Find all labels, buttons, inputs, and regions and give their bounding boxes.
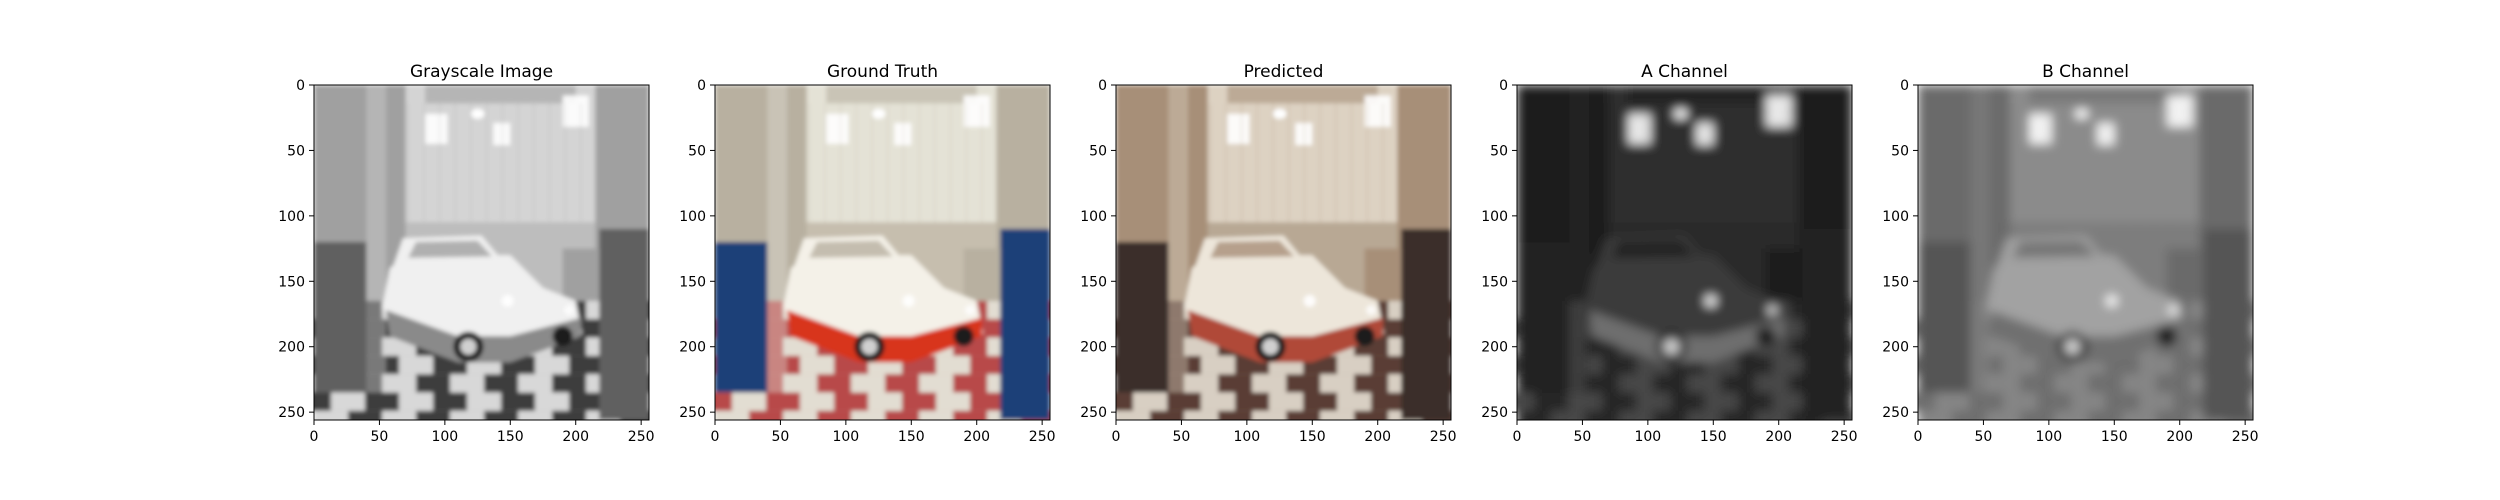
panel-image: [1517, 85, 1852, 420]
y-tick-label: 150: [278, 274, 305, 290]
x-tick-label: 100: [832, 429, 859, 445]
y-tick-label: 250: [278, 405, 305, 421]
y-tick-label: 250: [1080, 405, 1107, 421]
panel-title: Ground Truth: [827, 62, 938, 82]
axes-frame: [1115, 84, 1452, 421]
y-tick-label: 200: [1882, 340, 1909, 356]
y-tick-label: 100: [278, 209, 305, 225]
x-tick-label: 50: [1173, 429, 1191, 445]
x-tick-label: 50: [772, 429, 790, 445]
x-tick-label: 100: [1634, 429, 1661, 445]
x-tick-label: 100: [1233, 429, 1260, 445]
y-tick-label: 0: [1098, 78, 1107, 94]
x-tick-label: 250: [1430, 429, 1457, 445]
x-tick-label: 0: [1914, 429, 1923, 445]
y-tick-label: 200: [1481, 340, 1508, 356]
x-tick-label: 200: [963, 429, 990, 445]
y-tick-label: 0: [296, 78, 305, 94]
x-tick-label: 50: [1975, 429, 1993, 445]
x-tick-label: 250: [628, 429, 655, 445]
axes-frame: [313, 84, 650, 421]
panel-title: A Channel: [1641, 62, 1728, 82]
x-tick-label: 0: [711, 429, 720, 445]
x-tick-label: 150: [2101, 429, 2128, 445]
y-tick-label: 100: [1080, 209, 1107, 225]
x-tick-label: 100: [431, 429, 458, 445]
axes-frame: [1917, 84, 2254, 421]
panel-image: [1918, 85, 2253, 420]
x-tick-label: 150: [1700, 429, 1727, 445]
y-tick-label: 0: [697, 78, 706, 94]
y-tick-label: 0: [1900, 78, 1909, 94]
panel-gray: Grayscale Image 0 50 100 150 200 250 0 50 100 150 2…: [278, 62, 654, 445]
panel-title: Grayscale Image: [410, 62, 553, 82]
x-tick-label: 200: [562, 429, 589, 445]
axes-frame: [1516, 84, 1853, 421]
x-tick-label: 50: [371, 429, 389, 445]
x-tick-label: 250: [1029, 429, 1056, 445]
x-tick-label: 50: [1574, 429, 1592, 445]
x-tick-label: 200: [1765, 429, 1792, 445]
axes-frame: [714, 84, 1051, 421]
y-tick-label: 100: [1882, 209, 1909, 225]
x-tick-label: 0: [1513, 429, 1522, 445]
y-tick-label: 100: [679, 209, 706, 225]
y-tick-label: 50: [688, 143, 706, 159]
y-tick-label: 200: [1080, 340, 1107, 356]
x-tick-label: 0: [1112, 429, 1121, 445]
panel-image: [715, 85, 1050, 420]
panel-predicted: Predicted 0 50 100 150 200 250 0 50 100 150 200 250: [1080, 62, 1456, 445]
x-tick-label: 150: [1299, 429, 1326, 445]
panel-title: Predicted: [1244, 62, 1324, 82]
panel-image: [1116, 85, 1451, 420]
x-tick-label: 0: [310, 429, 319, 445]
y-tick-label: 50: [1891, 143, 1909, 159]
x-tick-label: 250: [2232, 429, 2259, 445]
x-tick-label: 200: [2166, 429, 2193, 445]
panel-a-channel: A Channel 0 50 100 150 200 250 0 50 100 150 200 250: [1481, 62, 1857, 445]
y-tick-label: 50: [1490, 143, 1508, 159]
y-tick-label: 250: [1882, 405, 1909, 421]
y-tick-label: 100: [1481, 209, 1508, 225]
y-tick-label: 150: [1882, 274, 1909, 290]
y-tick-label: 50: [287, 143, 305, 159]
x-tick-label: 250: [1831, 429, 1858, 445]
y-tick-label: 200: [679, 340, 706, 356]
x-tick-label: 150: [497, 429, 524, 445]
y-tick-label: 250: [679, 405, 706, 421]
y-tick-label: 150: [1080, 274, 1107, 290]
y-tick-label: 50: [1089, 143, 1107, 159]
y-tick-label: 150: [1481, 274, 1508, 290]
y-tick-label: 200: [278, 340, 305, 356]
y-tick-label: 0: [1499, 78, 1508, 94]
y-tick-label: 250: [1481, 405, 1508, 421]
panel-color: Ground Truth 0 50 100 150 200 250 0 50 100 150 200 2…: [679, 62, 1055, 445]
x-tick-label: 100: [2035, 429, 2062, 445]
x-tick-label: 150: [898, 429, 925, 445]
x-tick-label: 200: [1364, 429, 1391, 445]
panel-title: B Channel: [2042, 62, 2129, 82]
y-tick-label: 150: [679, 274, 706, 290]
panel-b-channel: B Channel 0 50 100 150 200 250 0 50 100 150 200 250: [1882, 62, 2258, 445]
panel-image: [314, 85, 649, 420]
